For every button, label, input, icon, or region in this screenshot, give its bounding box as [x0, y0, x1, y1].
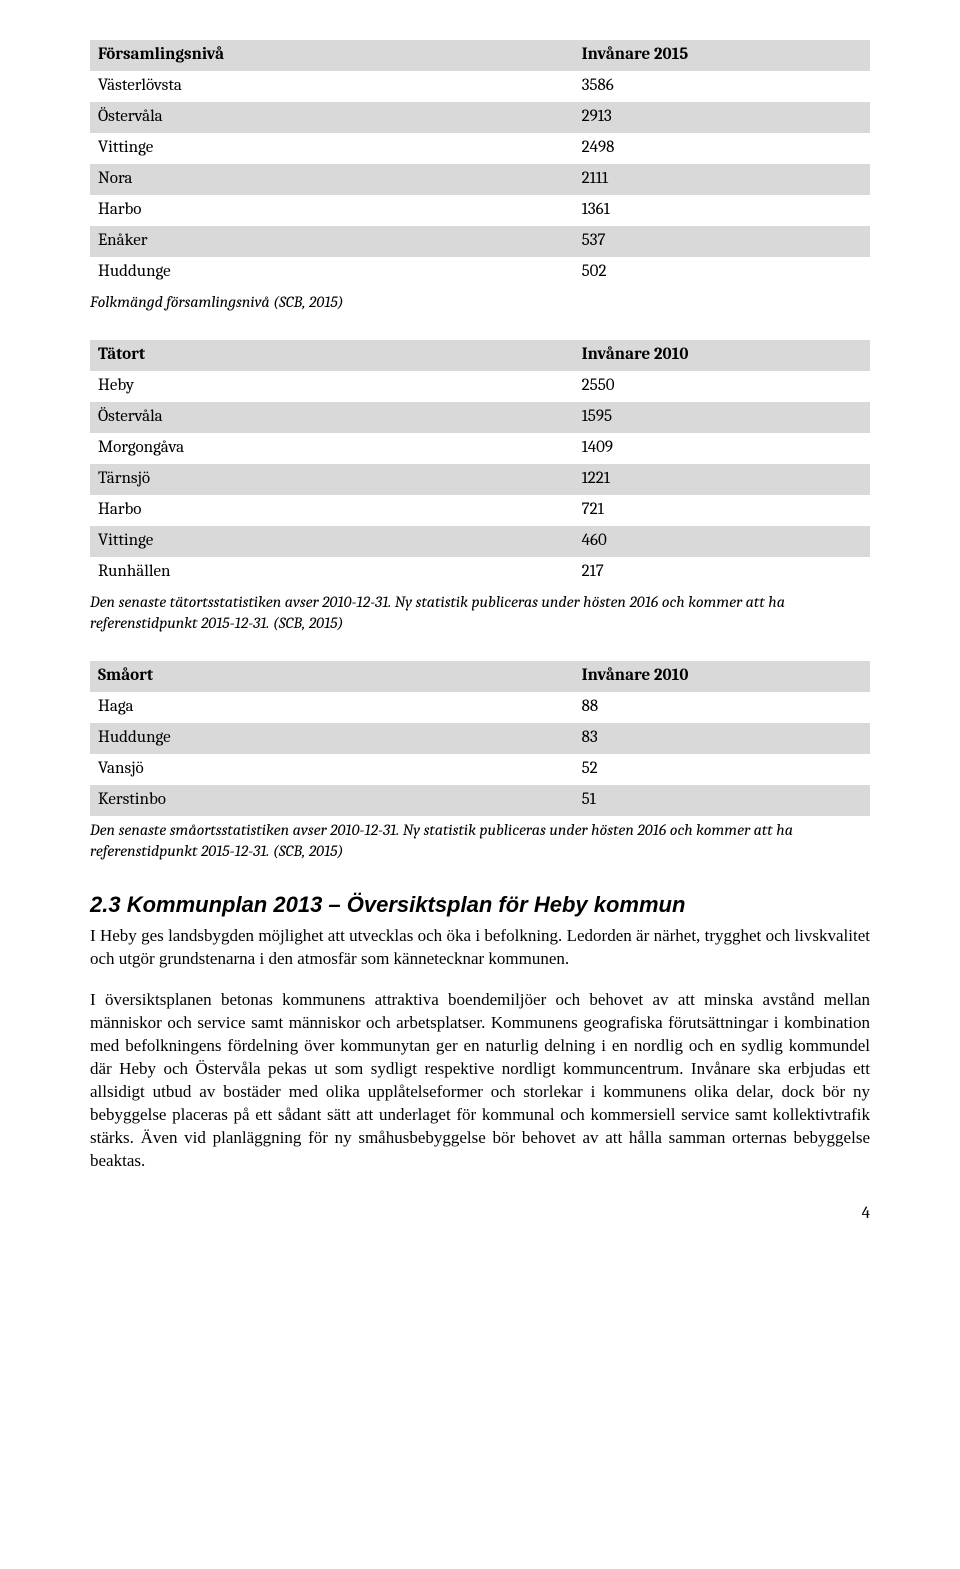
- tatort-body: Heby2550Östervåla1595Morgongåva1409Tärns…: [90, 371, 870, 588]
- row-value: 2550: [574, 371, 870, 402]
- smaort-header-right: Invånare 2010: [574, 661, 870, 692]
- row-name: Östervåla: [90, 402, 574, 433]
- row-value: 1361: [574, 195, 870, 226]
- table-row: Vittinge2498: [90, 133, 870, 164]
- row-value: 1595: [574, 402, 870, 433]
- forsamling-caption: Folkmängd församlingsnivå (SCB, 2015): [90, 292, 870, 313]
- row-name: Enåker: [90, 226, 574, 257]
- table-row: Vittinge460: [90, 526, 870, 557]
- table-row: Morgongåva1409: [90, 433, 870, 464]
- row-name: Huddunge: [90, 723, 574, 754]
- table-row: Harbo721: [90, 495, 870, 526]
- row-value: 537: [574, 226, 870, 257]
- row-name: Haga: [90, 692, 574, 723]
- table-row: Runhällen217: [90, 557, 870, 588]
- row-value: 2498: [574, 133, 870, 164]
- table-row: Tärnsjö1221: [90, 464, 870, 495]
- row-name: Vansjö: [90, 754, 574, 785]
- row-name: Morgongåva: [90, 433, 574, 464]
- page-number: 4: [90, 1203, 870, 1226]
- tatort-table: Tätort Invånare 2010 Heby2550Östervåla15…: [90, 340, 870, 588]
- row-value: 460: [574, 526, 870, 557]
- table-row: Haga88: [90, 692, 870, 723]
- section-heading: 2.3 Kommunplan 2013 – Översiktsplan för …: [90, 890, 870, 920]
- table-row: Huddunge502: [90, 257, 870, 288]
- smaort-body: Haga88Huddunge83Vansjö52Kerstinbo51: [90, 692, 870, 816]
- smaort-caption: Den senaste småortsstatistiken avser 201…: [90, 820, 870, 862]
- row-value: 51: [574, 785, 870, 816]
- row-value: 88: [574, 692, 870, 723]
- row-value: 1221: [574, 464, 870, 495]
- row-value: 721: [574, 495, 870, 526]
- table-row: Heby2550: [90, 371, 870, 402]
- row-name: Harbo: [90, 495, 574, 526]
- smaort-table: Småort Invånare 2010 Haga88Huddunge83Van…: [90, 661, 870, 816]
- section-paragraph-1: I Heby ges landsbygden möjlighet att utv…: [90, 925, 870, 971]
- smaort-header-left: Småort: [90, 661, 574, 692]
- table-row: Harbo1361: [90, 195, 870, 226]
- forsamling-header-right: Invånare 2015: [574, 40, 870, 71]
- row-name: Harbo: [90, 195, 574, 226]
- row-name: Nora: [90, 164, 574, 195]
- row-name: Kerstinbo: [90, 785, 574, 816]
- tatort-header-left: Tätort: [90, 340, 574, 371]
- row-name: Runhällen: [90, 557, 574, 588]
- row-value: 502: [574, 257, 870, 288]
- table-row: Huddunge83: [90, 723, 870, 754]
- row-value: 2111: [574, 164, 870, 195]
- row-value: 83: [574, 723, 870, 754]
- section-paragraph-2: I översiktsplanen betonas kommunens attr…: [90, 989, 870, 1173]
- table-row: Kerstinbo51: [90, 785, 870, 816]
- tatort-header-right: Invånare 2010: [574, 340, 870, 371]
- table-row: Vansjö52: [90, 754, 870, 785]
- row-name: Östervåla: [90, 102, 574, 133]
- row-name: Huddunge: [90, 257, 574, 288]
- forsamling-table: Församlingsnivå Invånare 2015 Västerlövs…: [90, 40, 870, 288]
- table-row: Nora2111: [90, 164, 870, 195]
- row-name: Vittinge: [90, 133, 574, 164]
- row-value: 3586: [574, 71, 870, 102]
- row-name: Tärnsjö: [90, 464, 574, 495]
- row-name: Vittinge: [90, 526, 574, 557]
- table-row: Östervåla2913: [90, 102, 870, 133]
- tatort-caption: Den senaste tätortsstatistiken avser 201…: [90, 592, 870, 634]
- row-value: 2913: [574, 102, 870, 133]
- table-row: Västerlövsta3586: [90, 71, 870, 102]
- forsamling-body: Västerlövsta3586Östervåla2913Vittinge249…: [90, 71, 870, 288]
- row-name: Västerlövsta: [90, 71, 574, 102]
- row-value: 52: [574, 754, 870, 785]
- forsamling-header-left: Församlingsnivå: [90, 40, 574, 71]
- row-value: 1409: [574, 433, 870, 464]
- row-name: Heby: [90, 371, 574, 402]
- table-row: Östervåla1595: [90, 402, 870, 433]
- row-value: 217: [574, 557, 870, 588]
- table-row: Enåker537: [90, 226, 870, 257]
